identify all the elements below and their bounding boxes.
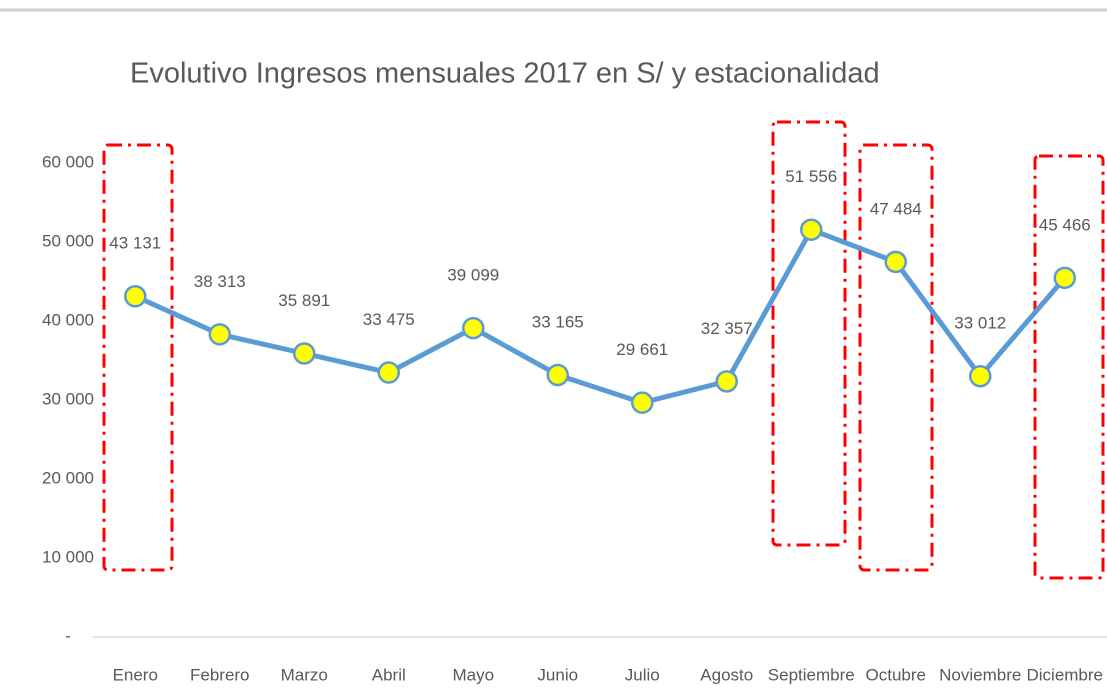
y-tick-label: 20 000 [42,468,94,487]
x-tick-label: Septiembre [768,665,855,684]
data-label: 33 012 [954,314,1006,333]
data-point [124,285,147,308]
chart-title: Evolutivo Ingresos mensuales 2017 en S/ … [130,58,880,90]
x-tick-label: Julio [625,665,660,684]
y-tick-label: - [65,626,71,645]
y-tick-label: 30 000 [42,389,94,408]
data-label: 39 099 [447,266,499,285]
highlight-box [102,143,174,572]
x-tick-label: Agosto [700,665,753,684]
data-point [1053,266,1076,290]
x-tick-label: Marzo [281,665,328,684]
y-tick-label: 50 000 [42,231,94,250]
data-label: 38 313 [194,272,246,291]
data-point [546,363,569,387]
x-tick-label: Noviembre [939,665,1021,684]
data-point [715,370,738,393]
data-label: 29 661 [616,340,668,359]
y-tick-label: 60 000 [42,152,94,171]
data-point [208,323,231,346]
data-label: 47 484 [870,199,922,218]
x-tick-label: Mayo [452,665,494,684]
data-point [293,342,316,365]
data-point [462,316,485,340]
x-tick-label: Abril [372,665,406,684]
x-tick-label: Junio [537,665,578,684]
y-tick-label: 10 000 [42,547,94,566]
data-point [800,218,823,241]
data-label: 32 357 [701,319,753,338]
highlight-box [771,120,847,547]
series-line [134,227,1067,406]
highlight-box [1033,154,1105,580]
data-label: 35 891 [278,291,330,310]
data-point [969,364,992,388]
data-label: 33 475 [363,310,415,329]
data-label: 33 165 [532,312,584,331]
data-point [884,250,907,274]
highlight-boxes [102,120,1105,580]
data-label: 51 556 [785,167,837,186]
x-tick-label: Enero [113,665,158,684]
x-tick-label: Diciembre [1026,665,1103,684]
data-label: 43 131 [109,234,161,253]
data-point [631,391,654,414]
highlight-box [858,143,934,572]
x-tick-label: Octubre [866,665,926,684]
y-tick-label: 40 000 [42,310,94,329]
data-point [377,361,400,384]
x-tick-label: Febrero [190,665,250,684]
data-label: 45 466 [1039,215,1091,234]
